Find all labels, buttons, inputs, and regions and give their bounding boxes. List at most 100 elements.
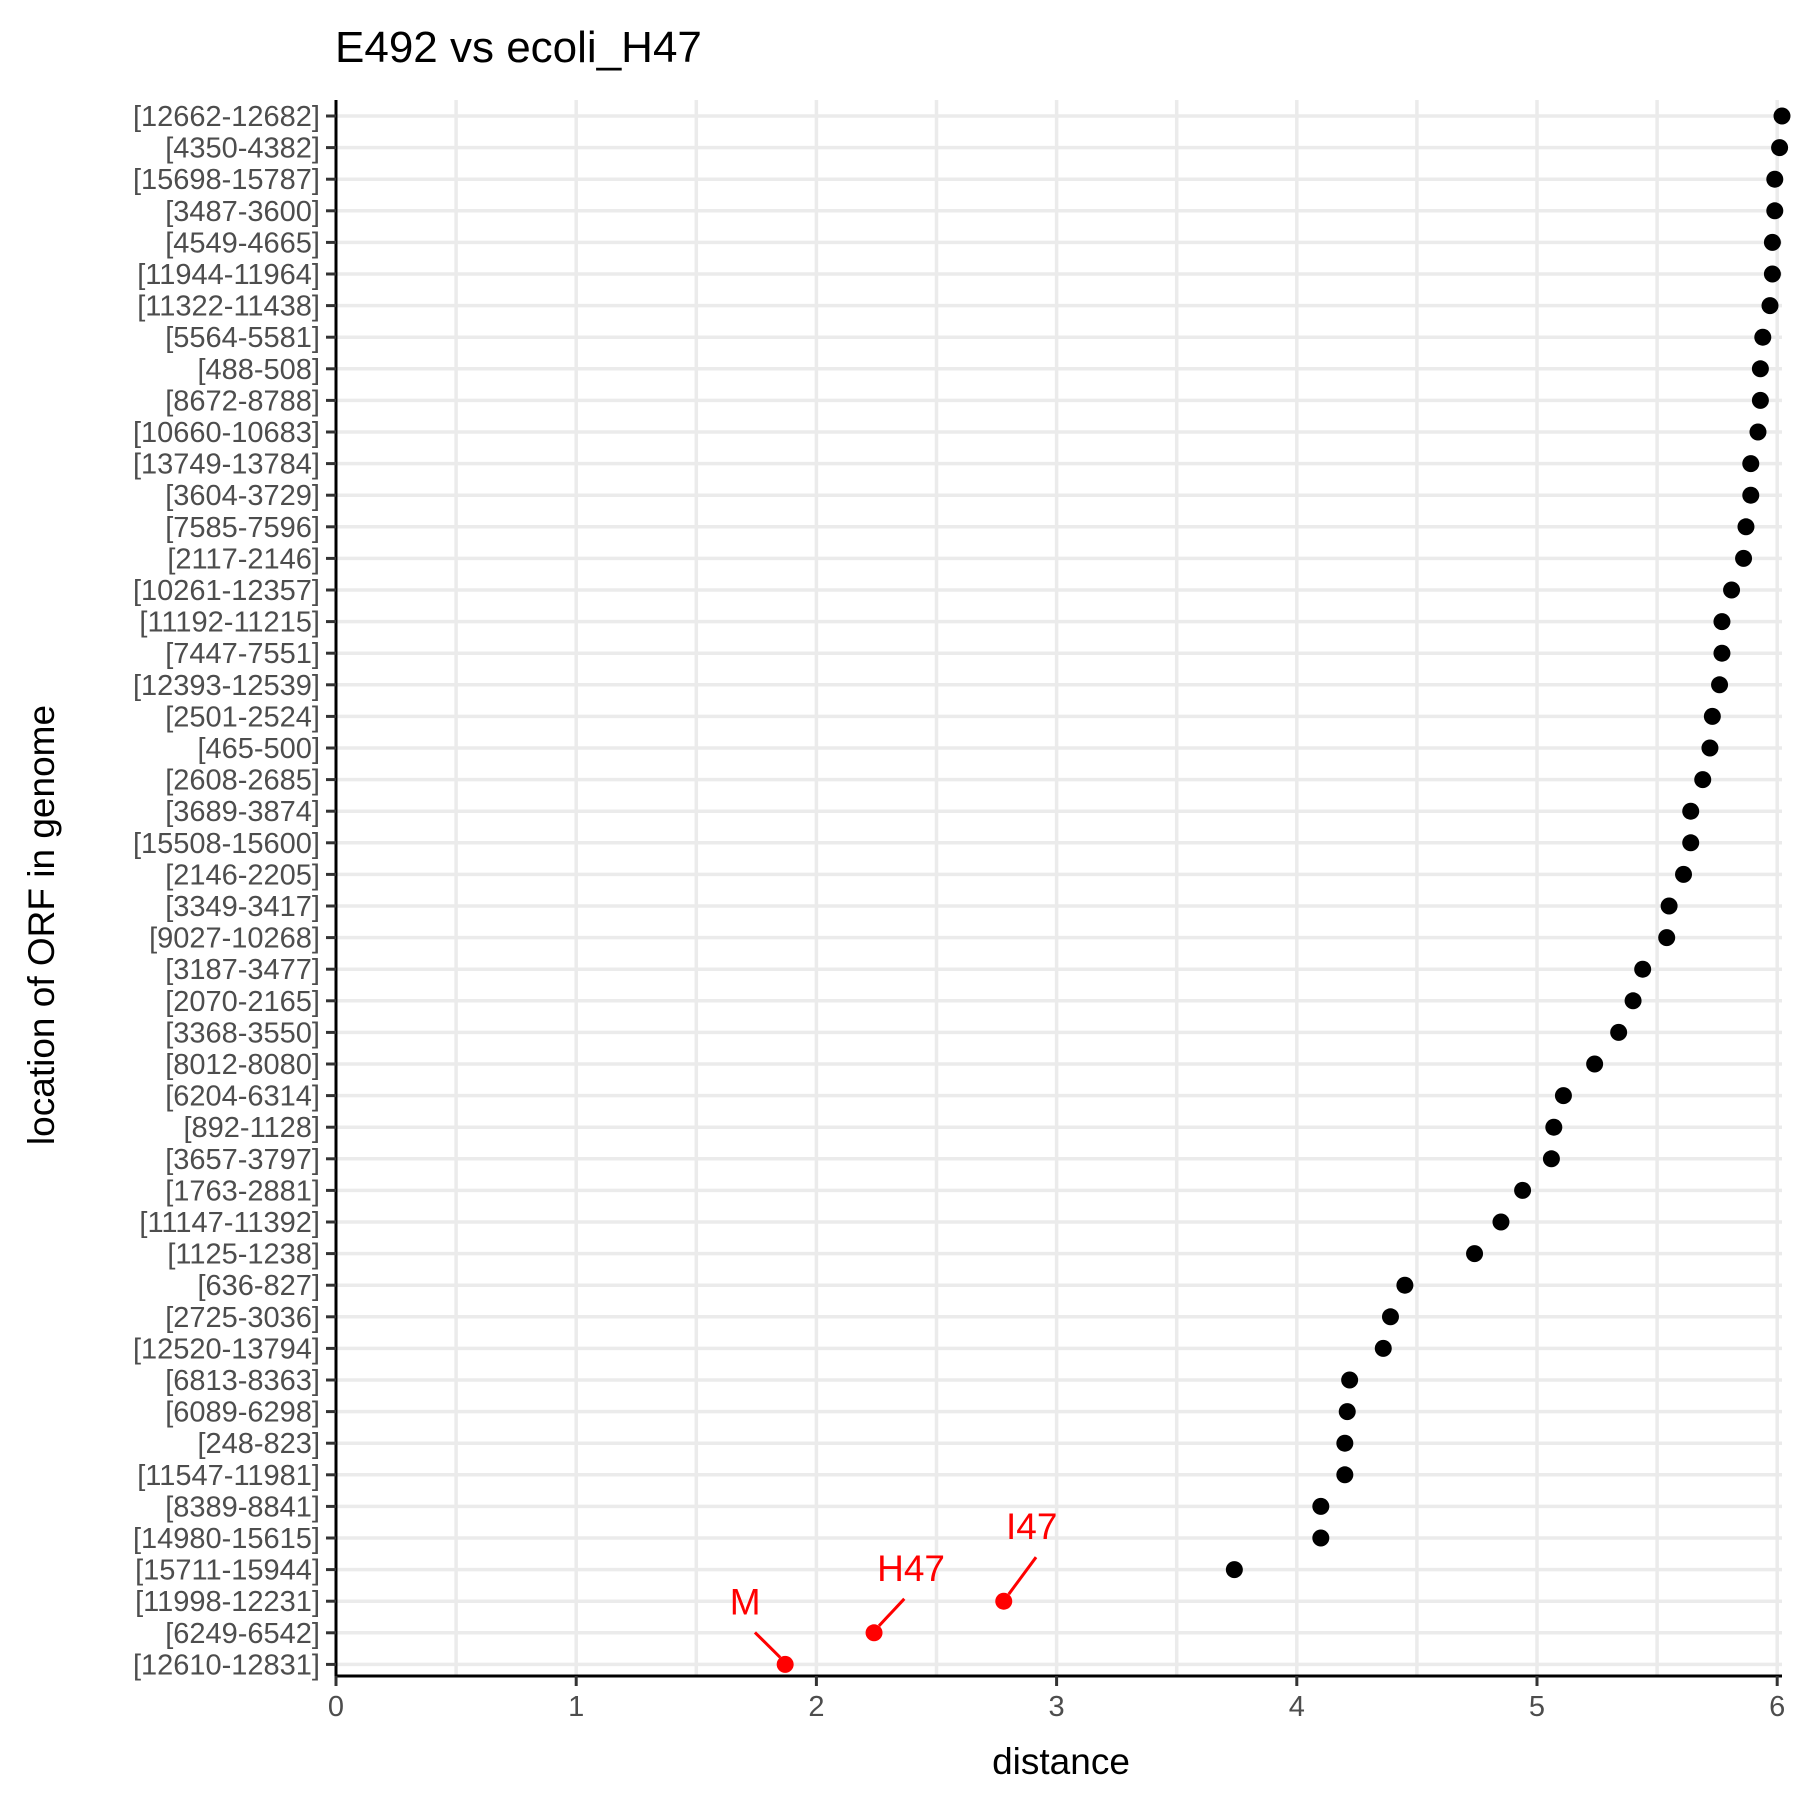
y-tick-label: [2501-2524] <box>165 701 320 733</box>
y-tick-label: [8012-8080] <box>165 1049 320 1081</box>
x-tick-label: 6 <box>1769 1691 1785 1723</box>
x-axis-title: distance <box>992 1741 1130 1782</box>
y-tick-label: [8672-8788] <box>165 385 320 417</box>
y-tick-label: [12393-12539] <box>133 670 320 702</box>
data-point <box>1754 328 1772 346</box>
data-point <box>1701 739 1719 757</box>
data-point <box>776 1655 794 1673</box>
annotation-leader-line <box>877 1597 906 1627</box>
data-point <box>1338 1403 1356 1421</box>
y-tick-label: [11322-11438] <box>137 291 320 323</box>
data-point <box>1341 1371 1359 1389</box>
annotation-leader-line <box>753 1631 782 1659</box>
y-tick-label: [1763-2881] <box>165 1175 320 1207</box>
y-tick-label: [10660-10683] <box>133 417 320 449</box>
data-point <box>1682 802 1700 820</box>
y-tick-label: [15508-15600] <box>133 828 320 860</box>
y-tick-label: [8389-8841] <box>165 1491 320 1523</box>
y-axis-title: location of ORF in genome <box>21 705 62 1145</box>
y-tick-label: [3368-3550] <box>165 1017 320 1049</box>
y-tick-label: [3349-3417] <box>165 891 320 923</box>
data-point <box>1492 1213 1510 1231</box>
y-tick-label: [892-1128] <box>183 1112 320 1144</box>
data-point <box>1381 1308 1399 1326</box>
data-point <box>1374 1339 1392 1357</box>
y-tick-label: [9027-10268] <box>149 923 320 955</box>
y-tick-label: [4549-4665] <box>165 227 320 259</box>
data-point <box>1713 644 1731 662</box>
data-point <box>1749 423 1767 441</box>
data-point <box>1737 518 1755 536</box>
data-point <box>1586 1055 1604 1073</box>
data-point <box>1610 1023 1628 1041</box>
data-point <box>1312 1497 1330 1515</box>
data-point <box>1225 1561 1243 1579</box>
data-point <box>1723 581 1741 599</box>
y-tick-label: [7585-7596] <box>165 512 320 544</box>
y-tick-label: [3689-3874] <box>165 796 320 828</box>
data-point <box>1713 613 1731 631</box>
y-tick-label: [4350-4382] <box>165 133 320 165</box>
data-point <box>1396 1276 1414 1294</box>
data-point <box>1763 265 1781 283</box>
y-tick-label: [465-500] <box>197 733 320 765</box>
data-point <box>1554 1087 1572 1105</box>
x-tick-label: 0 <box>328 1691 344 1723</box>
y-tick-label: [248-823] <box>197 1428 320 1460</box>
y-tick-label: [1125-1238] <box>167 1239 320 1271</box>
y-tick-label: [6813-8363] <box>165 1365 320 1397</box>
data-point <box>1766 170 1784 188</box>
y-tick-label: [6204-6314] <box>165 1081 320 1113</box>
y-tick-label: [3187-3477] <box>165 954 320 986</box>
y-tick-label: [11547-11981] <box>137 1460 320 1492</box>
data-point <box>1682 834 1700 852</box>
data-point <box>1660 897 1678 915</box>
x-axis: 0 1 2 3 4 5 6 <box>328 1674 1785 1723</box>
y-axis: [12662-12682][4350-4382][15698-15787][34… <box>133 100 338 1681</box>
x-tick-label: 3 <box>1049 1691 1065 1723</box>
data-point <box>1751 391 1769 409</box>
data-point <box>1336 1466 1354 1484</box>
y-tick-label: [2608-2685] <box>165 765 320 797</box>
y-tick-label: [3604-3729] <box>165 480 320 512</box>
annotation-label: H47 <box>877 1548 945 1589</box>
data-point <box>1542 1150 1560 1168</box>
y-tick-label: [11192-11215] <box>139 607 320 639</box>
y-tick-label: [7447-7551] <box>165 638 320 670</box>
point-annotations: I47 H47 M <box>730 1506 1057 1659</box>
chart-title: E492 vs ecoli_H47 <box>335 23 702 72</box>
annotation-label: M <box>730 1581 761 1622</box>
x-tick-label: 2 <box>808 1691 824 1723</box>
y-tick-label: [13749-13784] <box>133 449 320 481</box>
y-tick-label: [14980-15615] <box>133 1523 320 1555</box>
y-tick-label: [12610-12831] <box>133 1649 320 1681</box>
y-tick-label: [12662-12682] <box>133 101 320 133</box>
data-point <box>1711 676 1729 694</box>
data-point <box>1761 297 1779 315</box>
data-point <box>1545 1118 1563 1136</box>
data-point <box>1763 233 1781 251</box>
y-tick-label: [5564-5581] <box>165 322 320 354</box>
data-point <box>1742 455 1760 473</box>
y-tick-label: [10261-12357] <box>133 575 320 607</box>
y-tick-label: [488-508] <box>197 354 320 386</box>
y-tick-label: [2725-3036] <box>165 1302 320 1334</box>
y-tick-label: [11998-12231] <box>135 1586 320 1618</box>
data-point <box>1336 1434 1354 1452</box>
y-tick-label: [6249-6542] <box>165 1618 320 1650</box>
y-tick-label: [3487-3600] <box>165 196 320 228</box>
data-point <box>1514 1181 1532 1199</box>
data-point <box>1742 486 1760 504</box>
data-point <box>1773 107 1791 125</box>
y-tick-label: [12520-13794] <box>133 1333 320 1365</box>
data-point <box>1766 202 1784 220</box>
y-tick-label: [11944-11964] <box>137 259 320 291</box>
annotation-leader-line <box>1007 1556 1038 1596</box>
y-tick-label: [15711-15944] <box>135 1555 320 1587</box>
x-tick-label: 5 <box>1529 1691 1545 1723</box>
data-point <box>1675 865 1693 883</box>
data-point <box>1751 360 1769 378</box>
y-tick-label: [11147-11392] <box>139 1207 320 1239</box>
annotation-label: I47 <box>1006 1506 1057 1547</box>
data-point <box>1658 929 1676 947</box>
